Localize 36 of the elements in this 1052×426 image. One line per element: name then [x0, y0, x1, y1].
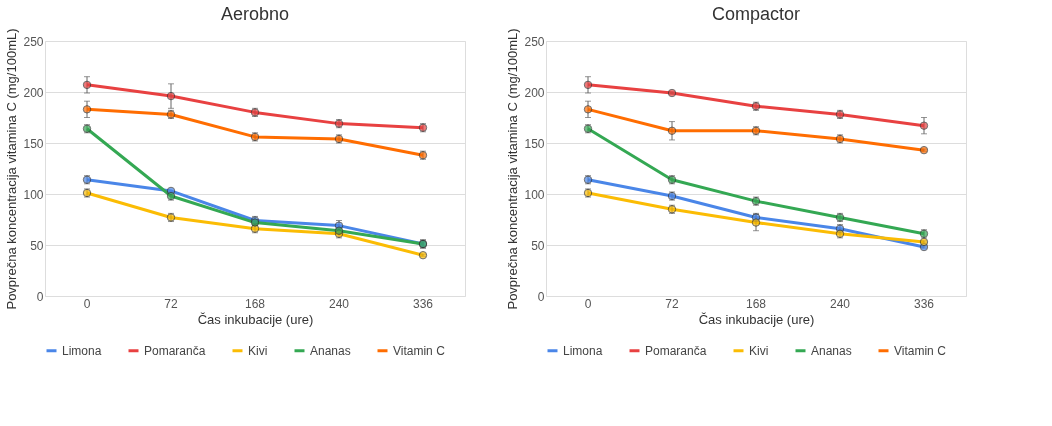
legend-label: Pomaranča [144, 343, 206, 358]
y-tick-label: 50 [30, 238, 44, 253]
x-tick-label: 72 [164, 296, 178, 311]
legend-label: Limona [563, 343, 603, 358]
legend-label: Limona [62, 343, 102, 358]
x-tick-label: 336 [412, 296, 434, 311]
legend-label: Kivi [248, 343, 268, 358]
y-axis-title: Povprečna koncentracija vitamina C (mg/100mL) [505, 28, 521, 310]
x-tick-label: 168 [244, 296, 266, 311]
legend-label: Ananas [310, 343, 351, 358]
y-axis-title: Povprečna koncentracija vitamina C (mg/100mL) [4, 28, 20, 310]
y-tick-label: 100 [23, 187, 44, 202]
y-tick-label: 50 [531, 238, 545, 253]
y-tick-label: 100 [524, 187, 545, 202]
legend-label: Kivi [749, 343, 769, 358]
legend-label: Ananas [811, 343, 852, 358]
x-tick-label: 240 [328, 296, 350, 311]
x-tick-label: 0 [83, 296, 91, 311]
legend-label: Vitamin C [894, 343, 947, 358]
x-tick-label: 336 [913, 296, 935, 311]
y-tick-label: 250 [23, 34, 44, 49]
legend-label: Vitamin C [393, 343, 446, 358]
legend-label: Pomaranča [645, 343, 707, 358]
y-tick-label: 150 [524, 136, 545, 151]
x-tick-label: 240 [829, 296, 851, 311]
x-tick-label: 72 [665, 296, 679, 311]
y-tick-label: 250 [524, 34, 545, 49]
x-axis-title: Čas inkubacije (ure) [698, 311, 815, 327]
x-tick-label: 168 [745, 296, 767, 311]
chart-title: Compactor [711, 3, 801, 24]
y-tick-label: 200 [524, 85, 545, 100]
y-tick-label: 200 [23, 85, 44, 100]
x-axis-title: Čas inkubacije (ure) [197, 311, 314, 327]
y-tick-label: 150 [23, 136, 44, 151]
x-tick-label: 0 [584, 296, 592, 311]
chart-title: Aerobno [220, 3, 290, 24]
